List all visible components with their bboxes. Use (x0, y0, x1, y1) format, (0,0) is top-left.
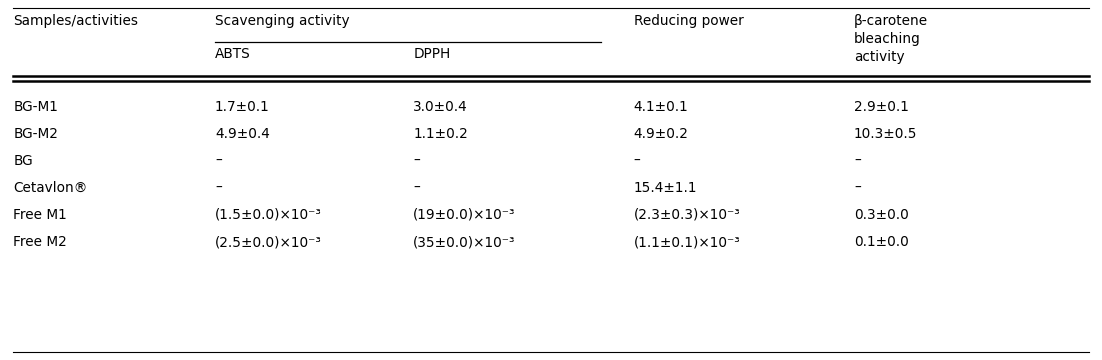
Text: BG-M1: BG-M1 (13, 100, 58, 114)
Text: –: – (634, 154, 640, 168)
Text: β-carotene
bleaching
activity: β-carotene bleaching activity (854, 14, 928, 64)
Text: 0.1±0.0: 0.1±0.0 (854, 235, 909, 249)
Text: (35±0.0)×10⁻³: (35±0.0)×10⁻³ (413, 235, 516, 249)
Text: 3.0±0.4: 3.0±0.4 (413, 100, 468, 114)
Text: (2.3±0.3)×10⁻³: (2.3±0.3)×10⁻³ (634, 208, 741, 222)
Text: 2.9±0.1: 2.9±0.1 (854, 100, 909, 114)
Text: 4.1±0.1: 4.1±0.1 (634, 100, 689, 114)
Text: –: – (413, 181, 420, 195)
Text: 4.9±0.4: 4.9±0.4 (215, 127, 270, 141)
Text: (1.1±0.1)×10⁻³: (1.1±0.1)×10⁻³ (634, 235, 741, 249)
Text: –: – (413, 154, 420, 168)
Text: –: – (215, 154, 222, 168)
Text: Free M2: Free M2 (13, 235, 67, 249)
Text: 15.4±1.1: 15.4±1.1 (634, 181, 698, 195)
Text: (19±0.0)×10⁻³: (19±0.0)×10⁻³ (413, 208, 516, 222)
Text: BG-M2: BG-M2 (13, 127, 58, 141)
Text: ABTS: ABTS (215, 47, 250, 61)
Text: DPPH: DPPH (413, 47, 451, 61)
Text: Cetavlon®: Cetavlon® (13, 181, 87, 195)
Text: 1.1±0.2: 1.1±0.2 (413, 127, 468, 141)
Text: Free M1: Free M1 (13, 208, 67, 222)
Text: –: – (854, 181, 861, 195)
Text: (2.5±0.0)×10⁻³: (2.5±0.0)×10⁻³ (215, 235, 322, 249)
Text: Reducing power: Reducing power (634, 14, 744, 28)
Text: –: – (215, 181, 222, 195)
Text: Samples/activities: Samples/activities (13, 14, 138, 28)
Text: 10.3±0.5: 10.3±0.5 (854, 127, 918, 141)
Text: Scavenging activity: Scavenging activity (215, 14, 349, 28)
Text: –: – (854, 154, 861, 168)
Text: 4.9±0.2: 4.9±0.2 (634, 127, 689, 141)
Text: (1.5±0.0)×10⁻³: (1.5±0.0)×10⁻³ (215, 208, 322, 222)
Text: 0.3±0.0: 0.3±0.0 (854, 208, 909, 222)
Text: 1.7±0.1: 1.7±0.1 (215, 100, 270, 114)
Text: BG: BG (13, 154, 33, 168)
